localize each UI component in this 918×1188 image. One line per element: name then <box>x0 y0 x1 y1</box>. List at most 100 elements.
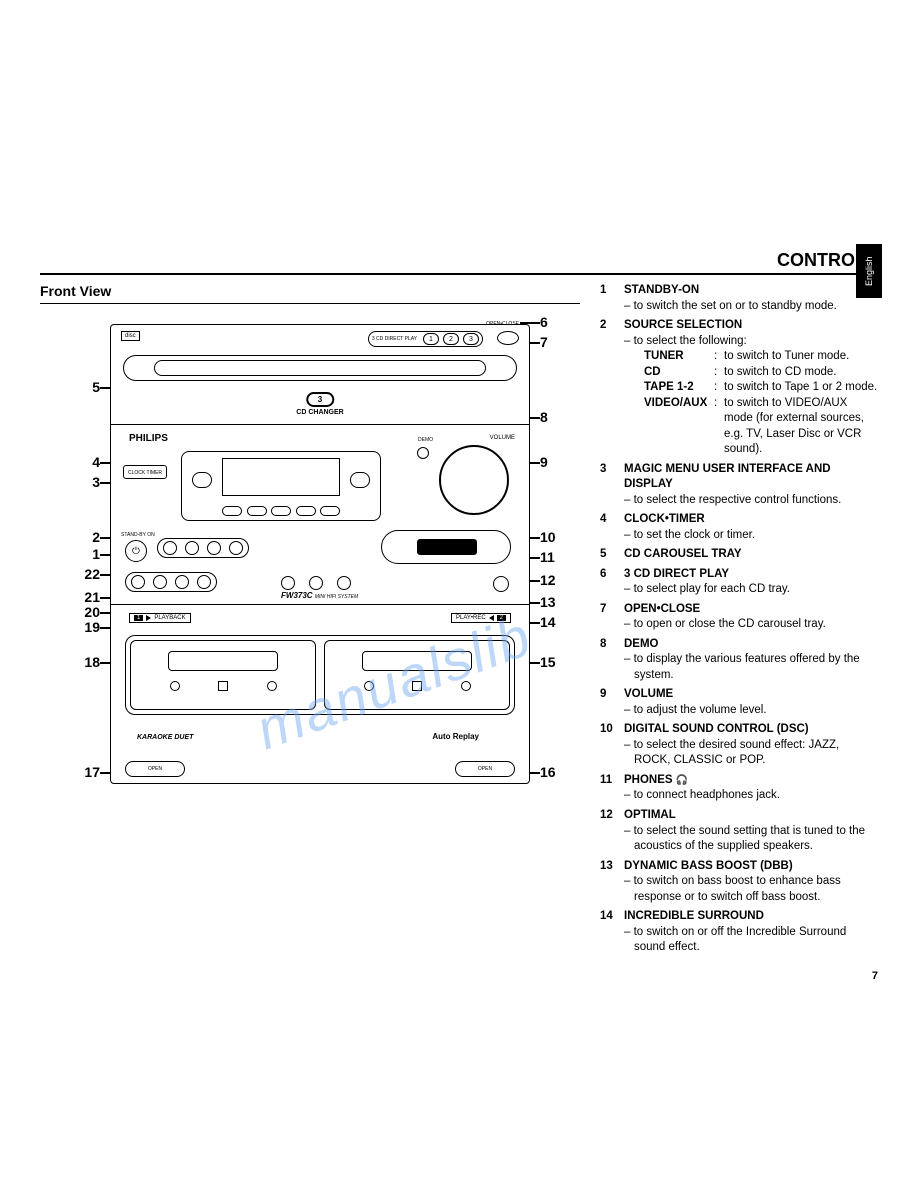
brand-label: PHILIPS <box>129 433 168 444</box>
callout-8: 8 <box>540 409 580 425</box>
control-body: PHONES to connect headphones jack. <box>624 773 878 804</box>
controls-list: 1STANDBY-ONto switch the set on or to st… <box>600 283 878 960</box>
callout-2: 2 <box>40 529 100 545</box>
control-number: 9 <box>600 687 624 718</box>
control-panel-section: PHILIPS CLOCK TIMER DEMO VOLUME STAND-BY <box>111 425 529 605</box>
source-sep: : <box>714 349 724 365</box>
control-title: INCREDIBLE SURROUND <box>624 909 878 925</box>
control-number: 10 <box>600 722 624 769</box>
control-body: DIGITAL SOUND CONTROL (DSC)to select the… <box>624 722 878 769</box>
source-val: to switch to VIDEO/AUX mode (for externa… <box>724 396 878 458</box>
callout-9: 9 <box>540 454 580 470</box>
control-title: 3 CD DIRECT PLAY <box>624 567 878 583</box>
source-val: to switch to CD mode. <box>724 365 878 381</box>
control-sub: to select play for each CD tray. <box>634 582 878 598</box>
control-sub: to switch on bass boost to enhance bass … <box>634 874 878 905</box>
control-number: 11 <box>600 773 624 804</box>
control-sub: to set the clock or timer. <box>634 528 878 544</box>
source-val: to switch to Tuner mode. <box>724 349 878 365</box>
control-item-7: 7OPEN•CLOSEto open or close the CD carou… <box>600 602 878 633</box>
control-sub: to select the sound setting that is tune… <box>634 824 878 855</box>
cd-changer-logo: 3 CD CHANGER <box>296 392 343 416</box>
control-item-13: 13DYNAMIC BASS BOOST (DBB)to switch on b… <box>600 859 878 906</box>
tape-doors <box>125 635 515 715</box>
diagram-column: Front View 54321222120191817 67891011121… <box>40 283 580 960</box>
source-row: VIDEO/AUX:to switch to VIDEO/AUX mode (f… <box>644 396 878 458</box>
callout-5: 5 <box>40 379 100 395</box>
phones-jack <box>493 576 509 592</box>
callout-10: 10 <box>540 529 580 545</box>
control-sub: to select the respective control functio… <box>634 493 878 509</box>
headphones-icon <box>676 774 688 786</box>
control-sub: to select the desired sound effect: JAZZ… <box>634 738 878 769</box>
open-button-2: OPEN <box>455 761 515 777</box>
control-title: DYNAMIC BASS BOOST (DBB) <box>624 859 878 875</box>
callout-22: 22 <box>40 566 100 582</box>
disc-logo: disc <box>121 331 140 341</box>
source-key: TUNER <box>644 349 714 365</box>
autoreplay-label: Auto Replay <box>432 732 479 741</box>
control-body: CD CAROUSEL TRAY <box>624 547 878 563</box>
control-number: 1 <box>600 283 624 314</box>
control-body: CLOCK•TIMERto set the clock or timer. <box>624 512 878 543</box>
control-item-2: 2SOURCE SELECTIONto select the following… <box>600 318 878 458</box>
volume-knob <box>439 445 509 515</box>
control-number: 3 <box>600 462 624 509</box>
dsc-panel <box>381 530 511 564</box>
control-title: DIGITAL SOUND CONTROL (DSC) <box>624 722 878 738</box>
callout-18: 18 <box>40 654 100 670</box>
control-sub: to connect headphones jack. <box>634 788 878 804</box>
tape-door-2 <box>324 640 510 710</box>
tape-deck-section: 1 PLAYBACK PLAY•REC 2 <box>111 605 529 785</box>
control-body: SOURCE SELECTIONto select the following:… <box>624 318 878 458</box>
demo-label: DEMO <box>418 437 433 443</box>
control-item-12: 12OPTIMALto select the sound setting tha… <box>600 808 878 855</box>
model-label: FW373C MINI HIFI SYSTEM <box>281 591 358 600</box>
open-close-label: OPEN•CLOSE <box>486 321 519 327</box>
open-close-button <box>497 331 519 345</box>
tape-door-1 <box>130 640 316 710</box>
callout-13: 13 <box>540 594 580 610</box>
callout-1: 1 <box>40 546 100 562</box>
source-sep: : <box>714 380 724 396</box>
callout-7: 7 <box>540 334 580 350</box>
control-body: OPTIMALto select the sound setting that … <box>624 808 878 855</box>
clock-timer-button: CLOCK TIMER <box>123 465 167 479</box>
control-item-3: 3MAGIC MENU USER INTERFACE AND DISPLAYto… <box>600 462 878 509</box>
source-sep: : <box>714 365 724 381</box>
control-item-5: 5CD CAROUSEL TRAY <box>600 547 878 563</box>
control-body: INCREDIBLE SURROUNDto switch on or off t… <box>624 909 878 956</box>
control-item-8: 8DEMOto display the various features off… <box>600 637 878 684</box>
source-key: VIDEO/AUX <box>644 396 714 458</box>
callout-20: 20 <box>40 604 100 620</box>
control-sub: to adjust the volume level. <box>634 703 878 719</box>
deck1-label: 1 PLAYBACK <box>129 613 191 623</box>
control-item-11: 11PHONES to connect headphones jack. <box>600 773 878 804</box>
control-sub: to switch the set on or to standby mode. <box>634 299 878 315</box>
demo-button <box>417 447 429 459</box>
language-tab: English <box>856 244 882 298</box>
callout-3: 3 <box>40 474 100 490</box>
control-body: MAGIC MENU USER INTERFACE AND DISPLAYto … <box>624 462 878 509</box>
sound-buttons <box>281 576 351 590</box>
control-body: OPEN•CLOSEto open or close the CD carous… <box>624 602 878 633</box>
control-sub: to select the following: <box>634 334 878 350</box>
diagram: 54321222120191817 678910111213141516 dis… <box>40 314 580 814</box>
source-sep: : <box>714 396 724 458</box>
control-number: 12 <box>600 808 624 855</box>
control-title: SOURCE SELECTION <box>624 318 878 334</box>
callout-21: 21 <box>40 589 100 605</box>
control-sub: to open or close the CD carousel tray. <box>634 617 878 633</box>
control-body: DEMOto display the various features offe… <box>624 637 878 684</box>
control-title: VOLUME <box>624 687 878 703</box>
control-item-10: 10DIGITAL SOUND CONTROL (DSC)to select t… <box>600 722 878 769</box>
callout-4: 4 <box>40 454 100 470</box>
control-number: 8 <box>600 637 624 684</box>
cd-tray <box>123 355 517 381</box>
source-row: CD:to switch to CD mode. <box>644 365 878 381</box>
control-title: PHONES <box>624 773 878 789</box>
control-title: OPEN•CLOSE <box>624 602 878 618</box>
front-view-title: Front View <box>40 283 580 304</box>
control-number: 7 <box>600 602 624 633</box>
volume-label: VOLUME <box>490 435 515 441</box>
